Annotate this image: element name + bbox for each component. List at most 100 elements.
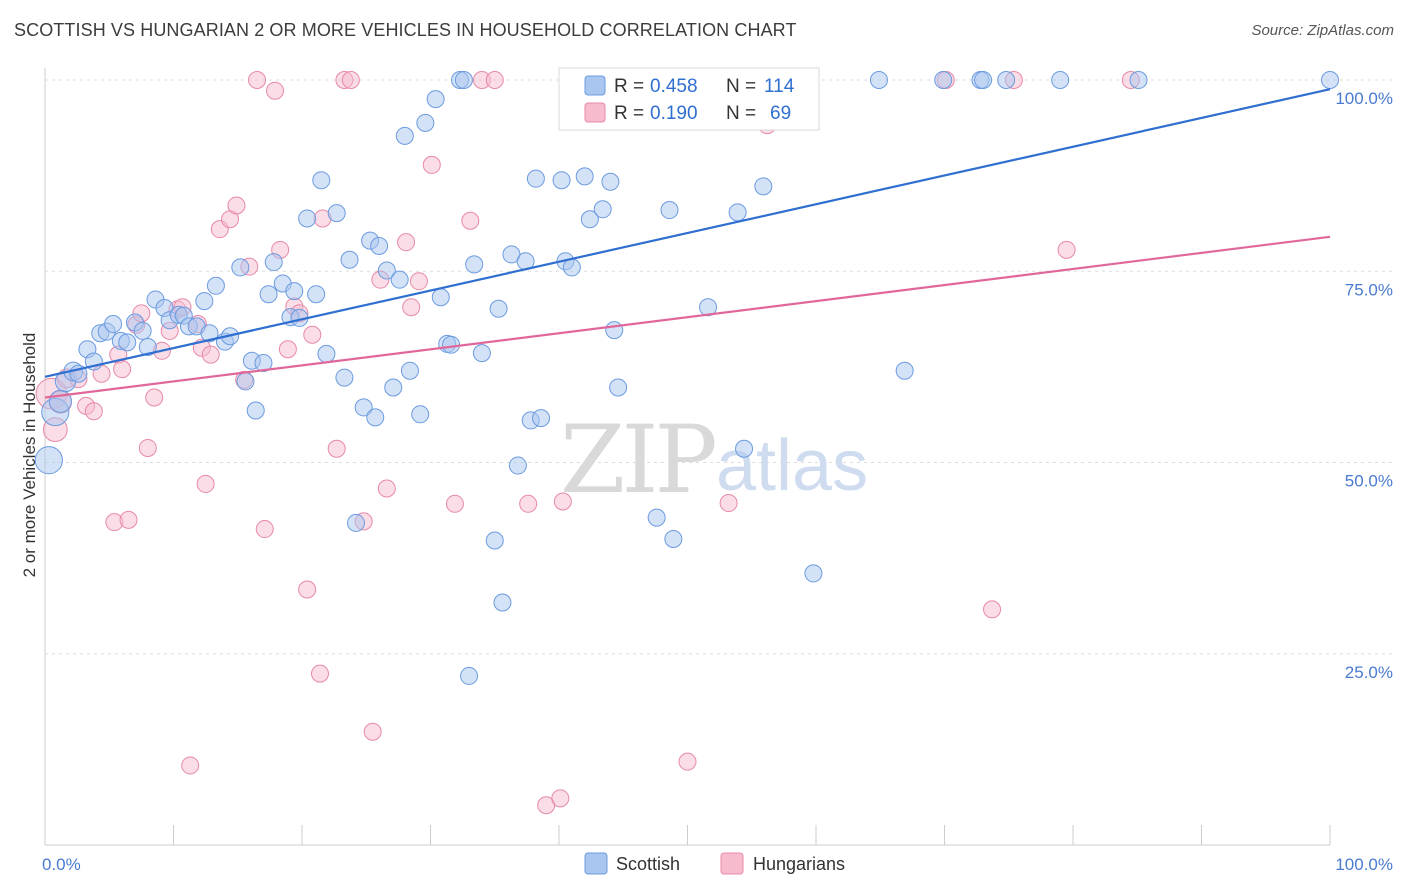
scottish-point — [246, 401, 265, 420]
scottish-point — [259, 285, 278, 304]
scottish-point — [575, 167, 594, 186]
watermark-zip: ZIP — [560, 406, 714, 515]
hungarian-point — [138, 438, 157, 457]
scottish-point — [285, 282, 304, 301]
scottish-point — [526, 169, 545, 188]
x-tick-label-max: 100.0% — [1335, 855, 1393, 874]
scottish-point — [133, 321, 152, 340]
y-tick-labels: 25.0% 50.0% 75.0% 100.0% — [1335, 89, 1393, 682]
scottish-point — [465, 255, 484, 274]
hungarian-point — [298, 580, 317, 599]
scottish-point — [317, 344, 336, 363]
scottish-point — [200, 324, 219, 343]
scottish-point — [934, 71, 953, 89]
scottish-point — [395, 126, 414, 145]
scottish-point — [508, 456, 527, 475]
scottish-point — [699, 298, 718, 317]
scottish-point — [411, 405, 430, 424]
y-tick-label: 50.0% — [1345, 472, 1393, 491]
trend-lines — [44, 88, 1331, 399]
legend-hungarian-label: Hungarians — [753, 854, 845, 874]
scottish-point — [869, 71, 888, 89]
hungarian-point — [303, 325, 322, 344]
hungarian-point — [341, 71, 360, 89]
scottish-point — [489, 299, 508, 318]
hungarian-point — [1057, 240, 1076, 259]
scottish-point — [460, 666, 479, 685]
scottish-point — [236, 372, 255, 391]
hungarian-point — [485, 71, 504, 89]
y-axis-label: 2 or more Vehicles in Household — [20, 333, 39, 578]
scottish-point — [327, 204, 346, 223]
hungarian-point — [461, 211, 480, 230]
chart-title: SCOTTISH VS HUNGARIAN 2 OR MORE VEHICLES… — [14, 20, 797, 40]
scottish-point — [34, 446, 63, 475]
scottish-points — [34, 71, 1339, 685]
watermark-atlas: atlas — [716, 426, 868, 506]
hungarian-point — [201, 345, 220, 364]
scottish-point — [562, 258, 581, 277]
scottish-point — [384, 378, 403, 397]
watermark: ZIP atlas — [560, 406, 868, 515]
scottish-point — [377, 261, 396, 280]
hungarian-n-value: 69 — [770, 103, 791, 124]
legend-hungarian-swatch — [720, 852, 744, 875]
hungarian-point — [119, 510, 138, 529]
hungarian-point — [678, 752, 697, 771]
scottish-point — [354, 398, 373, 417]
hungarian-stats-swatch — [584, 102, 606, 123]
scottish-point — [312, 171, 331, 190]
scottish-point — [804, 564, 823, 583]
scottish-point — [895, 361, 914, 380]
hungarian-point — [227, 196, 246, 215]
scottish-n-label: N = — [726, 76, 756, 97]
scottish-point — [104, 315, 123, 334]
scottish-point — [298, 209, 317, 228]
hungarian-r-value: 0.190 — [650, 103, 698, 124]
scottish-point — [416, 113, 435, 132]
scottish-point — [254, 354, 273, 373]
scottish-point — [728, 203, 747, 222]
hungarian-point — [402, 298, 421, 317]
x-tick-labels: 0.0% 100.0% — [42, 855, 1393, 874]
hungarian-point — [248, 71, 267, 89]
scottish-point — [664, 530, 683, 548]
scottish-point — [231, 258, 250, 277]
hungarian-point — [181, 756, 200, 775]
scottish-point — [366, 408, 385, 427]
scottish-point — [754, 177, 773, 196]
scottish-point — [370, 237, 389, 256]
hungarian-point — [310, 664, 329, 683]
hungarian-point — [363, 722, 382, 741]
scottish-point — [118, 333, 137, 352]
hungarian-point — [553, 492, 572, 511]
hungarian-point — [719, 494, 738, 513]
legend-scottish-swatch — [584, 852, 608, 875]
hungarian-point — [422, 155, 441, 174]
grid-lines — [45, 79, 1392, 655]
scottish-point — [454, 71, 473, 89]
hungarian-point — [409, 272, 428, 291]
hungarian-point — [519, 494, 538, 513]
scottish-point — [195, 292, 214, 311]
hungarian-point — [84, 402, 103, 421]
scottish-point — [472, 344, 491, 363]
scottish-point — [138, 337, 157, 356]
hungarian-n-label: N = — [726, 103, 756, 124]
scottish-point — [974, 71, 993, 89]
scottish-point — [335, 368, 354, 387]
hungarian-point — [255, 520, 274, 539]
scottish-point — [532, 409, 551, 428]
scottish-point — [307, 285, 326, 304]
scottish-r-label: R = — [614, 76, 644, 97]
scottish-trend-line — [44, 88, 1331, 378]
scottish-r-value: 0.458 — [650, 76, 698, 97]
hungarian-point — [278, 340, 297, 359]
hungarian-point — [266, 81, 285, 100]
scottish-point — [431, 288, 450, 307]
scottish-point — [493, 593, 512, 612]
source-label: Source: ZipAtlas.com — [1251, 22, 1394, 39]
legend: Scottish Hungarians — [584, 852, 845, 875]
hungarian-point — [397, 233, 416, 252]
hungarian-point — [377, 479, 396, 498]
